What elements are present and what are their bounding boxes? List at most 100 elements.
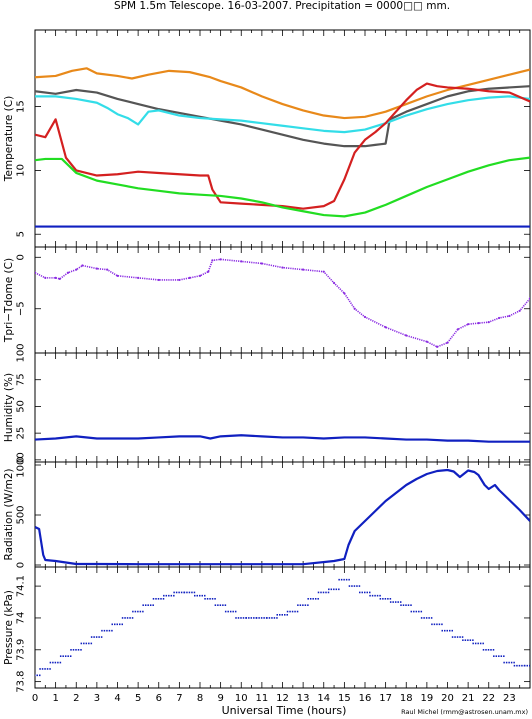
data-point — [75, 268, 78, 271]
series-trace — [35, 258, 530, 348]
data-point — [425, 340, 428, 343]
data-point — [137, 276, 140, 279]
data-point — [446, 341, 449, 344]
series-purple — [35, 258, 530, 348]
panel-frame — [34, 29, 531, 248]
y-axis-label: Pressure (kPa) — [3, 590, 15, 665]
y-tick-label: 74.1 — [16, 575, 27, 597]
data-point — [157, 278, 160, 282]
y-tick-label: 50 — [16, 400, 27, 413]
series-blue — [35, 434, 530, 443]
panel-frame — [34, 566, 531, 689]
data-point — [95, 267, 98, 270]
x-tick-label: 8 — [197, 693, 203, 704]
data-point — [467, 323, 470, 326]
data-point — [508, 314, 511, 318]
data-point — [487, 321, 490, 324]
x-tick-label: 3 — [94, 693, 100, 704]
x-tick-label: 23 — [503, 693, 516, 704]
data-point — [518, 309, 521, 312]
x-axis-label: Universal Time (hours) — [222, 704, 347, 717]
data-point — [302, 268, 305, 271]
series-cyan — [35, 95, 530, 134]
y-tick-label: 500 — [16, 505, 27, 524]
data-point — [353, 307, 356, 310]
data-point — [497, 316, 501, 320]
y-tick-label: 0 — [16, 562, 27, 568]
data-point — [436, 345, 439, 348]
y-tick-label: 15 — [16, 100, 27, 113]
data-point — [281, 266, 284, 269]
y-tick-label: 5 — [16, 231, 27, 237]
data-point — [456, 328, 459, 331]
data-point — [58, 277, 61, 281]
series-red — [35, 82, 530, 210]
x-tick-label: 22 — [482, 693, 495, 704]
figure-title: SPM 1.5m Telescope. 16-03-2007. Precipit… — [114, 0, 450, 12]
plot-area — [35, 258, 530, 348]
x-tick-label: 19 — [421, 693, 434, 704]
x-tick-label: 18 — [400, 693, 413, 704]
x-tick-label: 12 — [276, 693, 289, 704]
series-blue — [35, 468, 530, 566]
x-axis: 0 1 2 3 4 5 6 7 8 9 10 11 12 13 14 15 16 17 18 19 20 21 22 23 — [32, 693, 516, 704]
x-tick-label: 13 — [297, 693, 310, 704]
plot-area — [35, 434, 530, 443]
data-point — [81, 264, 84, 267]
x-tick-label: 7 — [176, 693, 182, 704]
x-tick-label: 1 — [52, 693, 58, 704]
data-point — [66, 271, 70, 274]
y-tick-label: 75 — [16, 373, 27, 386]
x-tick-label: 0 — [32, 693, 38, 704]
data-point — [35, 271, 37, 274]
x-tick-label: 16 — [359, 693, 372, 704]
y-tick-label: 0 — [16, 254, 27, 260]
data-point — [116, 274, 119, 277]
data-point — [322, 270, 325, 273]
data-point — [260, 262, 263, 265]
y-axis-label: Temperature (C) — [3, 96, 15, 182]
y-tick-label: −5 — [16, 301, 27, 316]
y-tick-label: 25 — [16, 427, 27, 440]
y-tick-label: 73.8 — [16, 670, 27, 692]
x-tick-label: 5 — [135, 693, 141, 704]
data-point — [528, 297, 530, 300]
data-point — [188, 276, 191, 279]
y-tick-label: 100 — [16, 343, 27, 362]
x-tick-label: 20 — [441, 693, 454, 704]
y-tick-label: 74 — [16, 612, 27, 625]
y-axis-label: Radiation (W/m2) — [3, 469, 15, 561]
data-point — [384, 326, 387, 329]
series-orange — [35, 67, 530, 120]
data-point — [343, 292, 346, 295]
data-point — [54, 276, 57, 279]
y-tick-label: 10 — [16, 164, 27, 177]
x-tick-label: 15 — [338, 693, 351, 704]
plot-area — [35, 67, 530, 228]
data-point — [106, 268, 109, 271]
data-point — [178, 278, 181, 282]
data-point — [332, 281, 336, 285]
plot-area — [35, 468, 530, 566]
panel-frame — [34, 246, 531, 354]
data-point — [198, 274, 202, 277]
x-tick-label: 17 — [379, 693, 392, 704]
x-tick-label: 2 — [73, 693, 79, 704]
x-tick-label: 4 — [114, 693, 120, 704]
plot-area — [35, 578, 530, 677]
panel-frame — [34, 461, 531, 568]
x-tick-label: 14 — [317, 693, 330, 704]
series-gray — [35, 85, 530, 148]
data-point — [211, 259, 214, 262]
series-green — [35, 156, 530, 218]
data-point — [219, 258, 222, 261]
y-tick-label: 0 — [16, 457, 27, 463]
y-axis-label: Humidity (%) — [3, 373, 15, 442]
author-credit: Raul Michel (rmm@astrosen.unam.mx) — [401, 708, 528, 716]
